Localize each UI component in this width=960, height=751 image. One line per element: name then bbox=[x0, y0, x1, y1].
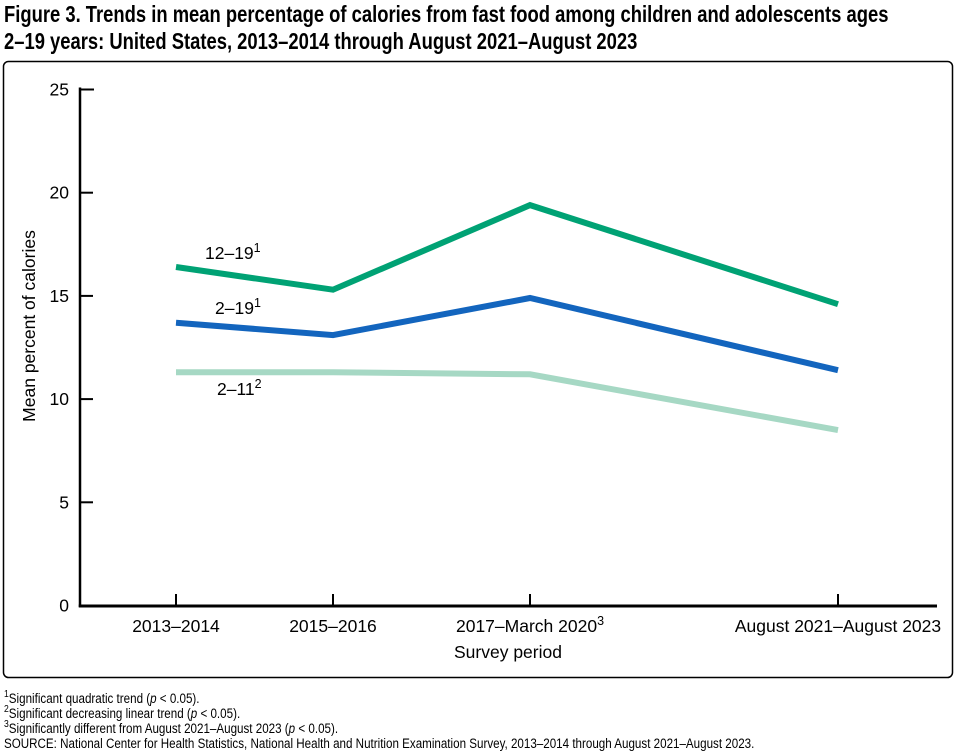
series-line-2-19 bbox=[175, 294, 839, 374]
y-axis-title: Mean percent of calories bbox=[19, 230, 39, 422]
figure-title-line2: 2–19 years: United States, 2013–2014 thr… bbox=[4, 28, 638, 54]
y-tick-label-0: 0 bbox=[59, 596, 69, 616]
source-line: SOURCE: National Center for Health Stati… bbox=[4, 736, 755, 751]
x-tick-label-4: August 2021–August 2023 bbox=[735, 616, 941, 636]
footnotes: 1Significant quadratic trend (p < 0.05).… bbox=[4, 688, 877, 751]
footnote-3: 3Significantly different from August 202… bbox=[4, 718, 339, 736]
series-line-12-19 bbox=[175, 201, 839, 308]
y-tick-label-25: 25 bbox=[50, 80, 69, 100]
y-tick-label-5: 5 bbox=[59, 492, 69, 512]
footnote-3-sup: 3 bbox=[4, 718, 9, 730]
figure-title-line1: Figure 3. Trends in mean percentage of c… bbox=[4, 1, 889, 27]
x-tick-label-3: 2017–March 20203 bbox=[456, 614, 604, 636]
x-tick-label-2: 2015–2016 bbox=[289, 616, 377, 636]
x-axis: 2013–2014 2015–2016 2017–March 20203 Aug… bbox=[78, 594, 941, 662]
series-line-2-11 bbox=[176, 369, 839, 434]
y-tick-label-20: 20 bbox=[50, 183, 70, 203]
x-tick-label-1: 2013–2014 bbox=[132, 616, 220, 636]
series-label-2-11: 2–112 bbox=[217, 377, 262, 399]
footnote-2: 2Significant decreasing linear trend (p … bbox=[4, 703, 241, 721]
footnote-2-sup: 2 bbox=[4, 703, 9, 715]
series-label-12-19: 12–191 bbox=[205, 241, 261, 263]
footnote-1-sup: 1 bbox=[4, 688, 9, 700]
footnote-1: 1Significant quadratic trend (p < 0.05). bbox=[4, 688, 200, 706]
chart-frame bbox=[2, 60, 954, 679]
x-axis-title: Survey period bbox=[454, 642, 562, 662]
series-label-2-19: 2–191 bbox=[215, 296, 261, 318]
y-axis: 25 20 15 10 5 0 Mean percent of calories bbox=[19, 80, 94, 616]
y-tick-label-10: 10 bbox=[50, 389, 70, 409]
figure-title: Figure 3. Trends in mean percentage of c… bbox=[4, 1, 960, 55]
y-tick-label-15: 15 bbox=[50, 286, 69, 306]
